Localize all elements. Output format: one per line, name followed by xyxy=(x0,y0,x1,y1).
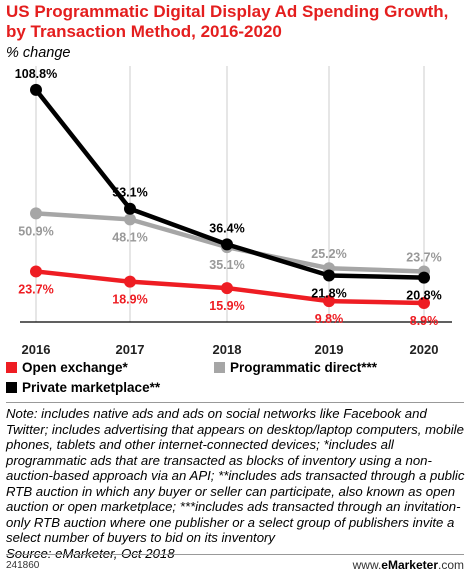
legend-item-open-exchange: Open exchange* xyxy=(6,360,128,375)
chart-note: Note: includes native ads and ads on soc… xyxy=(6,406,468,561)
data-label-open-exchange: 15.9% xyxy=(209,299,244,313)
data-label-private-marketplace: 21.8% xyxy=(311,286,346,300)
x-tick-label: 2017 xyxy=(116,342,145,357)
data-label-open-exchange: 23.7% xyxy=(18,282,53,296)
legend-item-private-marketplace: Private marketplace** xyxy=(6,380,160,395)
data-label-programmatic-direct: 23.7% xyxy=(406,250,441,264)
data-point-open-exchange xyxy=(221,282,233,295)
divider-top xyxy=(6,402,464,403)
data-point-open-exchange xyxy=(124,275,136,288)
data-point-open-exchange xyxy=(323,295,335,308)
data-label-private-marketplace: 108.8% xyxy=(15,67,57,81)
data-point-open-exchange xyxy=(418,297,430,310)
chart-legend: Open exchange* Programmatic direct*** Pr… xyxy=(6,358,466,398)
site-brand: eMarketer xyxy=(381,558,438,572)
data-point-programmatic-direct xyxy=(124,213,136,226)
data-label-programmatic-direct: 35.1% xyxy=(209,258,244,272)
legend-swatch-open-exchange xyxy=(6,362,17,373)
data-point-private-marketplace xyxy=(124,202,136,215)
data-label-programmatic-direct: 25.2% xyxy=(311,247,346,261)
source-text: Source: eMarketer, Oct 2018 xyxy=(6,545,175,561)
divider-bottom xyxy=(6,554,464,555)
data-label-open-exchange: 8.9% xyxy=(410,314,439,328)
site-link[interactable]: www.eMarketer.com xyxy=(353,558,464,572)
line-chart: 2016 2017 2018 2019 2020 23.7% 18.9% 15.9% 9.8% 8… xyxy=(15,66,452,357)
x-tick-label: 2019 xyxy=(315,342,344,357)
data-point-private-marketplace xyxy=(30,83,42,96)
site-prefix: www. xyxy=(352,558,382,572)
legend-swatch-programmatic-direct xyxy=(214,362,225,373)
chart-title: US Programmatic Digital Display Ad Spend… xyxy=(6,2,449,41)
chart-id: 241860 xyxy=(6,560,40,571)
note-text: Note: includes native ads and ads on soc… xyxy=(6,406,465,545)
legend-item-programmatic-direct: Programmatic direct*** xyxy=(214,360,377,375)
data-point-private-marketplace xyxy=(221,238,233,251)
data-label-private-marketplace: 53.1% xyxy=(112,186,147,200)
site-suffix: .com xyxy=(437,558,464,572)
data-point-programmatic-direct xyxy=(30,207,42,220)
x-tick-label: 2020 xyxy=(410,342,439,357)
x-tick-label: 2016 xyxy=(22,342,51,357)
data-label-private-marketplace: 20.8% xyxy=(406,289,441,303)
data-point-private-marketplace xyxy=(418,271,430,284)
data-label-programmatic-direct: 50.9% xyxy=(18,224,53,238)
data-point-open-exchange xyxy=(30,265,42,278)
x-tick-label: 2018 xyxy=(213,342,242,357)
legend-label-open-exchange: Open exchange* xyxy=(22,360,128,375)
data-label-private-marketplace: 36.4% xyxy=(209,221,244,235)
data-label-open-exchange: 18.9% xyxy=(112,293,147,307)
legend-swatch-private-marketplace xyxy=(6,382,17,393)
data-point-private-marketplace xyxy=(323,269,335,282)
chart-subtitle: % change xyxy=(6,45,71,61)
legend-label-programmatic-direct: Programmatic direct*** xyxy=(230,360,378,375)
data-label-programmatic-direct: 48.1% xyxy=(112,230,147,244)
data-label-open-exchange: 9.8% xyxy=(315,312,344,326)
legend-label-private-marketplace: Private marketplace** xyxy=(22,380,161,395)
